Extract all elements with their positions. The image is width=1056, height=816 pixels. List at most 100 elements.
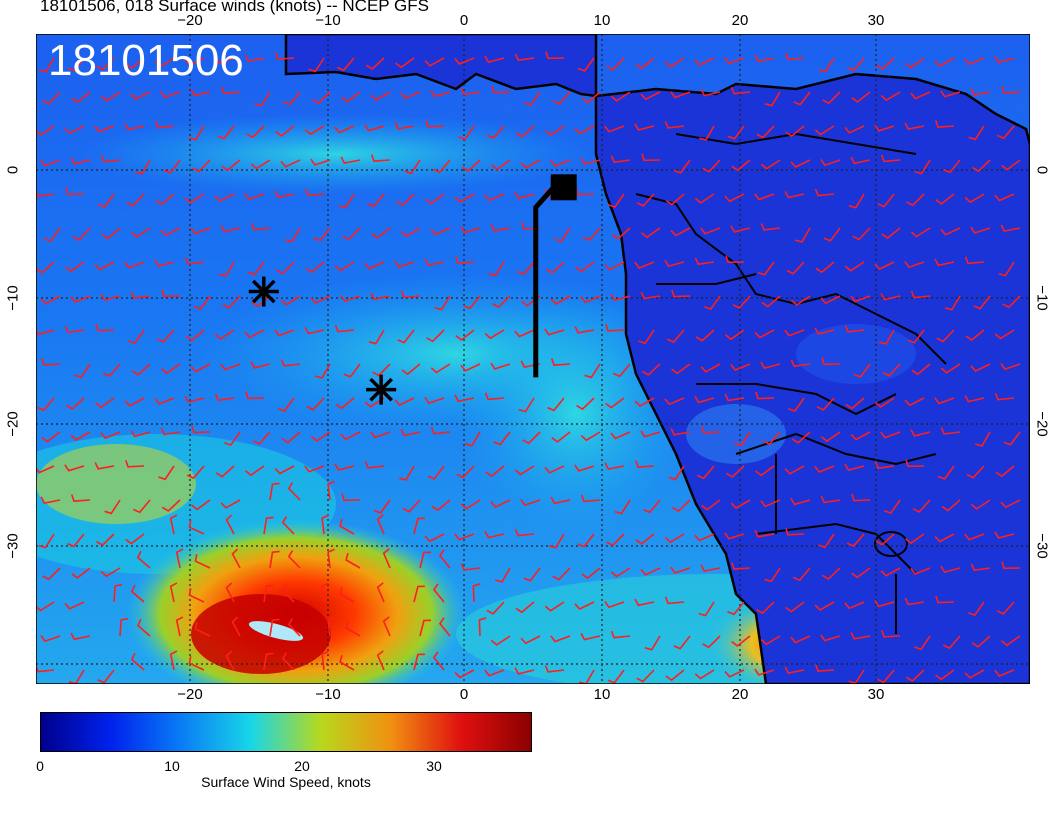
wind-barb (696, 465, 715, 480)
wind-barb (244, 54, 265, 63)
wind-barb (638, 329, 655, 345)
wind-barb (222, 295, 241, 309)
wind-barb (223, 431, 241, 447)
wind-barb (755, 465, 775, 477)
wind-barb (730, 562, 751, 570)
wind-barb (905, 57, 925, 69)
wind-barb (577, 533, 595, 548)
wind-barb (339, 586, 355, 603)
land-wind-patch (686, 404, 786, 464)
wind-barb (305, 261, 325, 274)
wind-barb (874, 261, 895, 270)
wind-barb (304, 188, 325, 197)
wind-barb (184, 57, 205, 66)
wind-barb (816, 397, 835, 411)
wind-barb (277, 397, 295, 412)
wind-barb (934, 533, 955, 543)
wind-barb (880, 154, 901, 163)
west-africa-coast (284, 34, 598, 98)
wind-barb (438, 549, 451, 569)
wind-barb (327, 548, 335, 569)
wind-barb (700, 564, 721, 573)
wind-barb (910, 429, 931, 437)
wind-barb (964, 669, 985, 679)
wind-barb (936, 329, 955, 343)
wind-barb (814, 327, 835, 335)
wind-barb (550, 358, 571, 366)
lat-tick-right: −10 (1033, 285, 1051, 311)
wind-barb (339, 518, 355, 535)
wind-barb (161, 289, 181, 298)
wind-barb (136, 550, 151, 569)
wind-barb (844, 261, 865, 272)
lon-tick-bottom: −20 (177, 686, 203, 703)
lat-tick-right: 0 (1033, 165, 1051, 175)
wind-barb (430, 363, 451, 374)
wind-barb (640, 567, 661, 576)
wind-barb (761, 295, 781, 308)
wind-barb (486, 125, 505, 140)
wind-barb (169, 582, 178, 603)
wind-barb (514, 667, 535, 675)
wind-barb (790, 295, 811, 306)
wind-barb (790, 159, 811, 168)
wind-barb (364, 461, 385, 469)
wind-barb (96, 57, 115, 71)
wind-barb (520, 159, 541, 169)
wind-barb (304, 465, 325, 473)
wind-barb (194, 622, 211, 637)
wind-barb (575, 261, 595, 273)
wind-barb (458, 125, 475, 141)
wind-barb (943, 159, 961, 174)
wind-barb (254, 91, 271, 107)
wind-barb (484, 55, 505, 64)
wind-barb (134, 159, 151, 175)
wind-barb (155, 193, 175, 206)
wind-barb (313, 227, 331, 242)
wind-barb (610, 155, 631, 164)
wind-barb (100, 155, 121, 163)
wind-barb (547, 397, 565, 412)
wind-barb (188, 656, 205, 671)
wind-barb (940, 90, 961, 98)
wind-barb (97, 193, 115, 208)
wind-barb (430, 227, 451, 236)
wind-barb (1003, 431, 1021, 446)
wind-barb (36, 397, 55, 412)
wind-barb (190, 363, 211, 373)
wind-barb (934, 57, 955, 67)
wind-barb (847, 57, 865, 72)
wind-barb (72, 227, 91, 241)
colorbar-tick: 10 (164, 758, 180, 774)
wind-barb (514, 329, 535, 338)
wind-barb (119, 617, 129, 637)
lat-tick-left: −10 (4, 285, 22, 311)
wind-barb (664, 533, 685, 544)
wind-barb (40, 496, 61, 505)
wind-barb (404, 159, 421, 175)
wind-barb (544, 465, 565, 474)
wind-barb (460, 87, 481, 96)
wind-barb (345, 552, 361, 569)
wind-barb (340, 156, 361, 165)
wind-barb (310, 431, 331, 442)
wind-barb (186, 465, 205, 480)
wind-barb (124, 397, 145, 407)
wind-barb (461, 159, 481, 172)
lon-tick-top: −20 (177, 12, 203, 29)
wind-barb (852, 227, 871, 241)
wind-barb (96, 533, 115, 547)
wind-barb (154, 57, 175, 68)
wind-barb (160, 90, 181, 99)
wind-barb (520, 635, 541, 645)
wind-barb (175, 616, 184, 637)
wind-barb (192, 159, 211, 173)
wind-barb (1002, 295, 1021, 309)
wind-barb (427, 465, 445, 480)
wind-barb (664, 397, 685, 406)
wind-barb (970, 88, 991, 96)
wind-barb (670, 91, 691, 99)
wind-barb (634, 598, 655, 607)
lon-tick-top: 20 (731, 12, 749, 29)
wind-barb (552, 91, 571, 105)
